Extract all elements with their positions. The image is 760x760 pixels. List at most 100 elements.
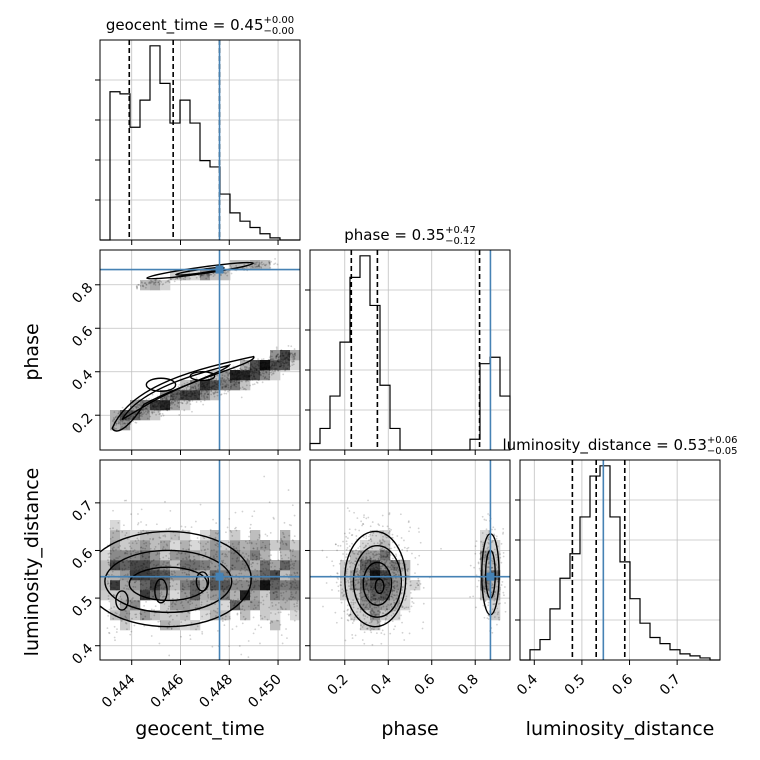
sample-point bbox=[228, 389, 231, 391]
sample-point bbox=[366, 616, 369, 619]
sample-point bbox=[155, 413, 157, 416]
sample-point bbox=[343, 532, 346, 535]
density-cell bbox=[170, 620, 181, 631]
density-cell bbox=[210, 540, 221, 551]
sample-point bbox=[387, 582, 390, 585]
sample-point bbox=[245, 370, 248, 373]
sample-point bbox=[156, 570, 159, 572]
sample-point bbox=[377, 573, 379, 576]
sample-point bbox=[483, 587, 486, 590]
sample-point bbox=[197, 541, 200, 543]
sample-point bbox=[111, 570, 114, 573]
sample-point bbox=[177, 592, 180, 595]
panel-border bbox=[99, 249, 301, 451]
sample-point bbox=[189, 585, 192, 588]
sample-point bbox=[143, 611, 146, 613]
sample-point bbox=[359, 578, 361, 581]
sample-point bbox=[368, 610, 371, 613]
density-cell bbox=[210, 570, 221, 581]
sample-point bbox=[377, 583, 380, 585]
sample-point bbox=[374, 594, 377, 597]
sample-point bbox=[393, 587, 396, 589]
sample-point bbox=[153, 405, 155, 408]
sample-point bbox=[394, 561, 397, 564]
sample-point bbox=[290, 352, 292, 355]
sample-point bbox=[286, 358, 289, 361]
sample-point bbox=[219, 393, 222, 396]
sample-point bbox=[406, 549, 409, 552]
sample-point bbox=[236, 613, 239, 616]
sample-point bbox=[231, 534, 234, 537]
sample-point bbox=[161, 399, 164, 402]
sample-point bbox=[191, 410, 193, 413]
sample-point bbox=[210, 385, 213, 388]
sample-point bbox=[169, 398, 172, 401]
sample-point bbox=[504, 610, 507, 613]
sample-point bbox=[161, 596, 164, 598]
sample-point bbox=[285, 357, 288, 359]
sample-point bbox=[374, 599, 377, 602]
sample-point bbox=[253, 368, 256, 371]
sample-point bbox=[368, 622, 371, 624]
sample-point bbox=[190, 582, 193, 584]
sample-point bbox=[158, 536, 161, 539]
sample-point bbox=[275, 346, 278, 349]
sample-point bbox=[350, 587, 352, 590]
sample-point bbox=[280, 358, 283, 361]
density-cell bbox=[270, 590, 281, 601]
sample-point bbox=[112, 562, 115, 565]
sample-point bbox=[336, 572, 339, 575]
sample-point bbox=[267, 583, 269, 586]
sample-point bbox=[371, 628, 373, 630]
sample-point bbox=[129, 550, 132, 552]
sample-point bbox=[123, 587, 125, 590]
sample-point bbox=[249, 384, 252, 387]
sample-point bbox=[369, 559, 372, 562]
sample-point bbox=[289, 549, 292, 552]
sample-point bbox=[201, 385, 204, 388]
sample-point bbox=[123, 552, 126, 555]
sample-point bbox=[283, 362, 286, 365]
sample-point bbox=[269, 558, 272, 561]
sample-point bbox=[259, 570, 262, 573]
sample-point bbox=[360, 591, 362, 594]
sample-point bbox=[368, 590, 370, 593]
sample-point bbox=[222, 379, 225, 381]
density-cell bbox=[190, 570, 201, 581]
sample-point bbox=[216, 391, 218, 394]
sample-point bbox=[229, 529, 232, 532]
sample-point bbox=[266, 364, 269, 367]
sample-point bbox=[270, 355, 273, 358]
sample-point bbox=[131, 617, 133, 620]
sample-point bbox=[276, 359, 279, 362]
sample-point bbox=[268, 373, 271, 376]
sample-point bbox=[165, 396, 168, 399]
sample-point bbox=[247, 262, 250, 265]
sample-point bbox=[144, 282, 147, 284]
sample-point bbox=[231, 379, 233, 381]
sample-point bbox=[263, 586, 265, 589]
sample-point bbox=[221, 385, 224, 388]
sample-point bbox=[141, 618, 144, 621]
sample-point bbox=[493, 603, 496, 606]
sample-point bbox=[233, 379, 236, 382]
sample-point bbox=[394, 602, 396, 604]
sample-point bbox=[280, 568, 283, 570]
sample-point bbox=[276, 541, 279, 543]
sample-point bbox=[491, 566, 493, 569]
sample-point bbox=[151, 404, 154, 407]
sample-point bbox=[378, 589, 381, 592]
density-cell bbox=[220, 550, 231, 561]
density-cell bbox=[480, 530, 491, 541]
sample-point bbox=[383, 577, 386, 580]
sample-point bbox=[277, 360, 279, 363]
sample-point bbox=[285, 544, 288, 547]
sample-point bbox=[390, 605, 393, 608]
sample-point bbox=[376, 570, 378, 572]
sample-point bbox=[211, 572, 214, 575]
sample-point bbox=[221, 586, 224, 588]
sample-point bbox=[182, 392, 185, 395]
sample-point bbox=[154, 545, 157, 548]
sample-point bbox=[393, 628, 395, 631]
sample-point bbox=[236, 377, 239, 380]
